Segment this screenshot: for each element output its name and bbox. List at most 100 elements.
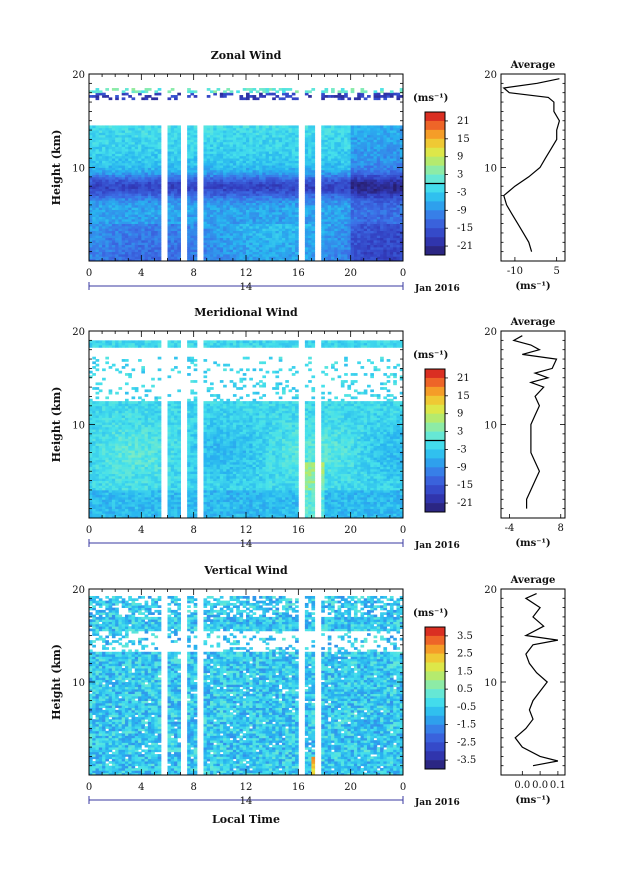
heatmap-cell: [177, 207, 181, 210]
heatmap-cell: [383, 169, 388, 173]
heatmap-cell: [386, 132, 391, 136]
heatmap-cell: [138, 228, 142, 232]
heatmap-cell: [242, 186, 247, 189]
heatmap-cell: [259, 239, 263, 243]
heatmap-cell: [167, 148, 172, 152]
heatmap-cell: [268, 249, 273, 253]
heatmap-cell: [262, 188, 267, 192]
heatmap-cell: [308, 197, 312, 201]
heatmap-cell: [311, 216, 316, 220]
heatmap-cell: [350, 218, 355, 222]
heatmap-cell: [151, 221, 155, 224]
heatmap-cell: [295, 249, 299, 253]
heatmap-cell: [157, 246, 162, 250]
heatmap-cell: [138, 148, 142, 152]
heatmap-cell: [219, 134, 224, 138]
heatmap-cell: [311, 134, 316, 138]
heatmap-cell: [291, 239, 296, 243]
heatmap-cell: [334, 172, 338, 175]
heatmap-cell: [252, 218, 257, 222]
heatmap-cell: [206, 172, 211, 175]
heatmap-cell: [121, 148, 126, 152]
heatmap-cell: [115, 125, 119, 129]
heatmap-cell: [285, 239, 289, 243]
heatmap-cell: [157, 127, 162, 131]
heatmap-cell: [203, 139, 208, 143]
heatmap-cell: [278, 153, 283, 157]
heatmap-cell: [232, 165, 237, 168]
heatmap-cell: [275, 235, 280, 239]
heatmap-cell: [272, 134, 276, 138]
heatmap-cell: [331, 160, 335, 164]
heatmap-cell: [383, 193, 388, 196]
heatmap-cell: [304, 179, 309, 182]
heatmap-cell: [278, 146, 283, 150]
heatmap-cell: [304, 151, 309, 154]
heatmap-cell: [246, 155, 250, 159]
heatmap-cell: [89, 153, 93, 157]
heatmap-cell: [134, 139, 139, 143]
heatmap-cell: [134, 216, 139, 220]
heatmap-cell: [111, 193, 116, 196]
heatmap-cell: [128, 95, 132, 98]
heatmap-cell: [252, 127, 257, 131]
heatmap-cell: [219, 169, 224, 173]
heatmap-cell: [108, 176, 113, 180]
heatmap-cell: [223, 144, 227, 147]
heatmap-cell: [151, 200, 155, 203]
heatmap-cell: [347, 127, 352, 131]
heatmap-cell: [187, 246, 191, 250]
heatmap-cell: [265, 169, 270, 173]
heatmap-cell: [304, 186, 309, 189]
heatmap-cell: [206, 221, 211, 224]
heatmap-cell: [118, 162, 123, 166]
heatmap-cell: [98, 92, 103, 96]
heatmap-cell: [311, 253, 316, 257]
heatmap-cell: [236, 130, 240, 133]
heatmap-cell: [144, 155, 149, 159]
heatmap-cell: [295, 141, 299, 145]
heatmap-cell: [108, 165, 113, 168]
heatmap-cell: [92, 202, 96, 206]
heatmap-cell: [174, 146, 178, 150]
heatmap-cell: [223, 200, 227, 203]
heatmap-cell: [216, 183, 221, 187]
heatmap-cell: [226, 221, 231, 224]
heatmap-cell: [340, 144, 345, 147]
heatmap-cell: [308, 186, 312, 189]
heatmap-cell: [327, 190, 332, 194]
heatmap-cell: [223, 162, 227, 166]
heatmap-cell: [311, 188, 316, 192]
heatmap-cell: [383, 160, 388, 164]
heatmap-cell: [383, 211, 388, 215]
heatmap-cell: [118, 155, 123, 159]
heatmap-cell: [177, 237, 181, 241]
heatmap-cell: [174, 228, 178, 232]
heatmap-cell: [295, 179, 299, 182]
heatmap-cell: [291, 246, 296, 250]
heatmap-cell: [128, 251, 132, 255]
heatmap-cell: [115, 160, 119, 164]
heatmap-cell: [141, 246, 145, 250]
heatmap-cell: [131, 134, 136, 138]
heatmap-cell: [363, 90, 368, 94]
heatmap-cell: [265, 197, 270, 201]
heatmap-cell: [373, 209, 378, 213]
heatmap-cell: [389, 223, 394, 227]
heatmap-cell: [226, 174, 231, 178]
heatmap-cell: [262, 197, 267, 201]
heatmap-cell: [255, 237, 260, 241]
heatmap-cell: [193, 137, 198, 140]
heatmap-cell: [295, 137, 299, 140]
heatmap-cell: [203, 125, 208, 129]
heatmap-cell: [102, 237, 106, 241]
heatmap-cell: [334, 242, 338, 246]
heatmap-cell: [174, 188, 178, 192]
heatmap-cell: [249, 251, 253, 255]
heatmap-cell: [242, 146, 247, 150]
heatmap-cell: [232, 235, 237, 239]
heatmap-cell: [259, 232, 263, 236]
heatmap-cell: [255, 228, 260, 232]
heatmap-cell: [353, 214, 358, 217]
heatmap-cell: [285, 211, 289, 215]
